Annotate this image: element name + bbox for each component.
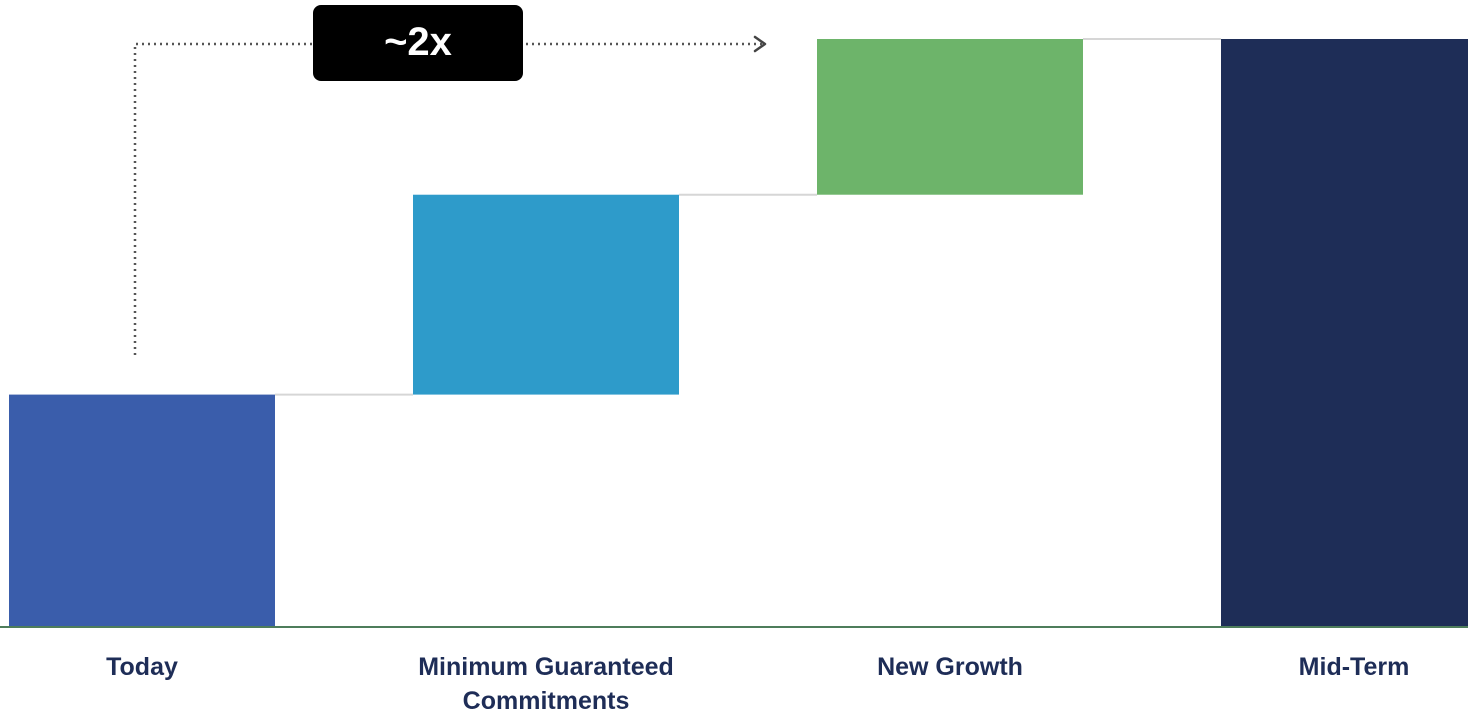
bar-today [9,394,275,627]
bar-group [9,39,1468,627]
growth-annotation: ~2x [133,5,767,355]
category-label: Mid-Term [1299,653,1410,681]
category-label: Commitments [463,687,630,714]
category-labels: Today Minimum Guaranteed Commitments New Gr… [106,653,1409,714]
bar-new-growth [817,39,1083,195]
annotation-label: ~2x [384,20,452,64]
bar-mid-term [1221,39,1468,627]
annotation-arrowhead [753,35,767,53]
category-label: Today [106,653,178,681]
annotation-badge [313,5,523,81]
category-label: New Growth [877,653,1023,681]
category-label: Minimum Guaranteed [418,653,674,681]
annotation-dotted-arrow [133,42,765,355]
connector-lines [275,38,1221,396]
bar-minimum-guaranteed-commitments [413,194,679,395]
